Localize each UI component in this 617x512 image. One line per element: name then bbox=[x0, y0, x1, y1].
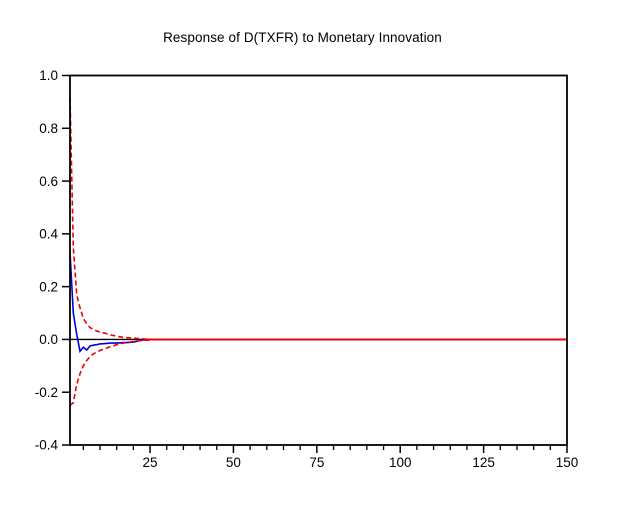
y-tick-label: -0.4 bbox=[35, 438, 59, 453]
y-tick-label: 0.6 bbox=[39, 174, 58, 189]
y-tick-label: -0.2 bbox=[35, 385, 58, 400]
y-tick-label: 1.0 bbox=[39, 68, 58, 83]
y-tick-label: 0.4 bbox=[39, 227, 58, 242]
x-tick-label: 125 bbox=[472, 455, 495, 470]
y-tick-label: 0.2 bbox=[39, 279, 58, 294]
x-tick-label: 25 bbox=[143, 455, 158, 470]
x-tick-label: 75 bbox=[309, 455, 324, 470]
y-tick-label: 0.8 bbox=[39, 121, 58, 136]
x-tick-label: 50 bbox=[226, 455, 241, 470]
x-tick-label: 100 bbox=[389, 455, 412, 470]
chart-title: Response of D(TXFR) to Monetary Innovati… bbox=[163, 30, 442, 45]
y-tick-label: 0.0 bbox=[39, 332, 58, 347]
response-line bbox=[69, 252, 567, 354]
lower-2se-band-line bbox=[69, 338, 567, 407]
upper-2se-band-line bbox=[69, 96, 567, 341]
plot-area-frame bbox=[69, 74, 568, 446]
x-tick-label: 150 bbox=[556, 455, 579, 470]
